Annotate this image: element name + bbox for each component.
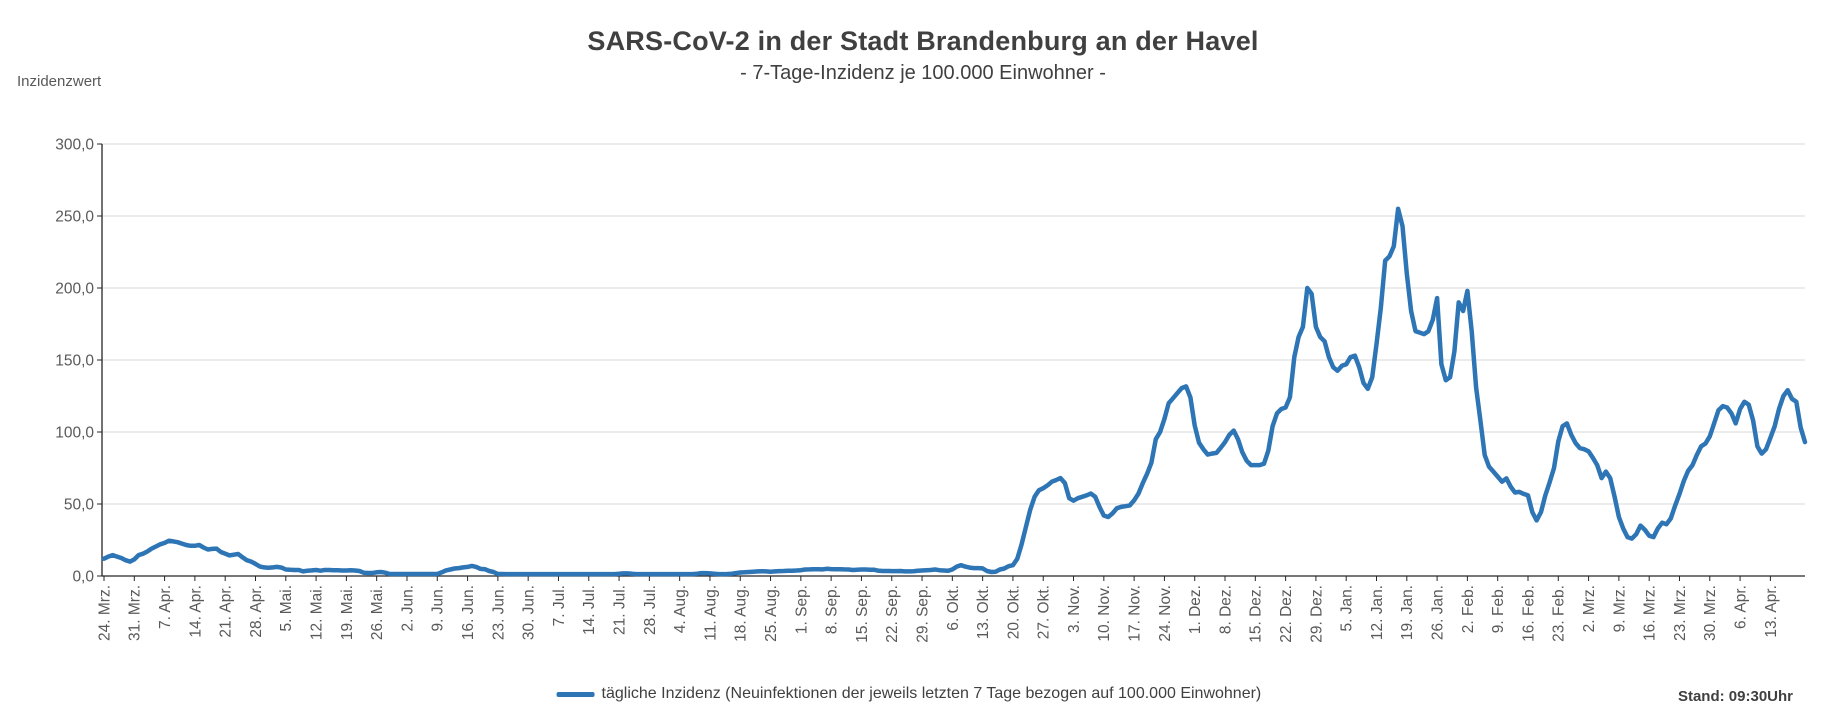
legend: tägliche Inzidenz (Neuinfektionen der je…	[556, 685, 1262, 703]
x-axis-tick-label: 5. Jan.	[1339, 585, 1356, 632]
y-axis-tick-label: 0,0	[72, 568, 94, 585]
x-axis-tick-label: 30. Mrz.	[1702, 585, 1719, 641]
x-axis-tick-label: 12. Mai.	[309, 585, 326, 640]
x-axis-tick-label: 19. Mai.	[339, 585, 356, 640]
x-axis-tick-label: 23. Mrz.	[1672, 585, 1689, 641]
x-axis-tick-label: 9. Feb.	[1490, 585, 1507, 633]
x-axis-tick-label: 18. Aug.	[733, 585, 750, 642]
x-axis-tick-label: 23. Feb.	[1551, 585, 1568, 642]
x-axis-tick-label: 31. Mrz.	[127, 585, 144, 641]
legend-series-label: tägliche Inzidenz (Neuinfektionen der je…	[601, 685, 1262, 702]
y-axis-area-label: Inzidenzwert	[17, 73, 102, 90]
x-axis-tick-label: 26. Jan.	[1430, 585, 1447, 640]
legend-line-marker-icon	[556, 691, 595, 697]
x-axis-tick-label: 24. Nov.	[1157, 585, 1174, 642]
x-axis-tick-label: 7. Jul.	[551, 585, 568, 626]
x-axis-tick-label: 21. Apr.	[218, 585, 235, 638]
x-axis-tick-label: 19. Jan.	[1399, 585, 1416, 640]
x-axis-tick-label: 22. Sep.	[884, 585, 901, 643]
x-axis-tick-label: 14. Jul.	[581, 585, 598, 635]
x-axis-tick-label: 9. Mrz.	[1611, 585, 1628, 632]
x-axis-tick-label: 16. Mrz.	[1642, 585, 1659, 641]
x-axis-tick-label: 29. Dez.	[1308, 585, 1325, 643]
chart-subtitle: - 7-Tage-Inzidenz je 100.000 Einwohner -	[740, 62, 1106, 84]
x-axis-tick-label: 14. Apr.	[187, 585, 204, 638]
x-axis-tick-label: 23. Jun.	[490, 585, 507, 640]
y-axis-tick-label: 100,0	[55, 424, 94, 441]
x-axis-tick-label: 13. Okt.	[975, 585, 992, 639]
y-axis-tick-label: 150,0	[55, 352, 94, 369]
x-axis-tick-label: 1. Sep.	[793, 585, 810, 634]
x-axis-tick-label: 16. Jun.	[460, 585, 477, 640]
x-axis-tick-label: 12. Jan.	[1369, 585, 1386, 640]
x-axis-tick-label: 30. Jun.	[521, 585, 538, 640]
y-axis-tick-label: 250,0	[55, 208, 94, 225]
x-axis-tick-label: 1. Dez.	[1187, 585, 1204, 634]
x-axis-tick-label: 6. Okt.	[945, 585, 962, 631]
x-axis-tick-label: 28. Apr.	[248, 585, 265, 638]
y-axis-tick-label: 300,0	[55, 136, 94, 153]
x-axis-tick-label: 2. Mrz.	[1581, 585, 1598, 632]
x-axis-tick-label: 13. Apr.	[1763, 585, 1780, 638]
x-axis-tick-label: 22. Dez.	[1278, 585, 1295, 643]
x-axis-tick-label: 2. Jun.	[399, 585, 416, 632]
x-axis-tick-label: 17. Nov.	[1127, 585, 1144, 642]
x-axis-tick-label: 15. Dez.	[1248, 585, 1265, 643]
incidence-line	[101, 206, 1808, 577]
x-axis-tick-label: 7. Apr.	[157, 585, 174, 629]
x-axis-tick-label: 3. Nov.	[1066, 585, 1083, 633]
x-axis-tick-label: 24. Mrz.	[96, 585, 113, 641]
x-axis-tick-label: 8. Sep.	[824, 585, 841, 634]
y-axis-tick-label: 50,0	[64, 496, 95, 513]
x-axis-tick-label: 26. Mai.	[369, 585, 386, 640]
x-axis-tick-label: 9. Jun.	[430, 585, 447, 632]
x-axis-tick-label: 28. Jul.	[642, 585, 659, 635]
x-axis-tick-label: 29. Sep.	[914, 585, 931, 643]
x-axis-tick-label: 10. Nov.	[1096, 585, 1113, 642]
x-axis-tick-label: 25. Aug.	[763, 585, 780, 642]
x-axis-tick-label: 11. Aug.	[702, 585, 719, 641]
x-axis-tick-label: 15. Sep.	[854, 585, 871, 643]
x-axis-tick-label: 20. Okt.	[1005, 585, 1022, 639]
chart-title: SARS-CoV-2 in der Stadt Brandenburg an d…	[587, 26, 1259, 56]
x-axis-tick-label: 8. Dez.	[1217, 585, 1234, 634]
status-timestamp: Stand: 09:30Uhr	[1677, 688, 1793, 705]
y-axis-tick-label: 200,0	[55, 280, 94, 297]
x-axis-tick-label: 16. Feb.	[1520, 585, 1537, 642]
x-axis-tick-label: 4. Aug.	[672, 585, 689, 633]
x-axis-tick-label: 6. Apr.	[1733, 585, 1750, 629]
x-axis-tick-label: 5. Mai.	[278, 585, 295, 632]
x-axis-tick-label: 21. Jul.	[611, 585, 628, 635]
x-axis-tick-label: 2. Feb.	[1460, 585, 1477, 633]
x-axis-tick-label: 27. Okt.	[1036, 585, 1053, 639]
